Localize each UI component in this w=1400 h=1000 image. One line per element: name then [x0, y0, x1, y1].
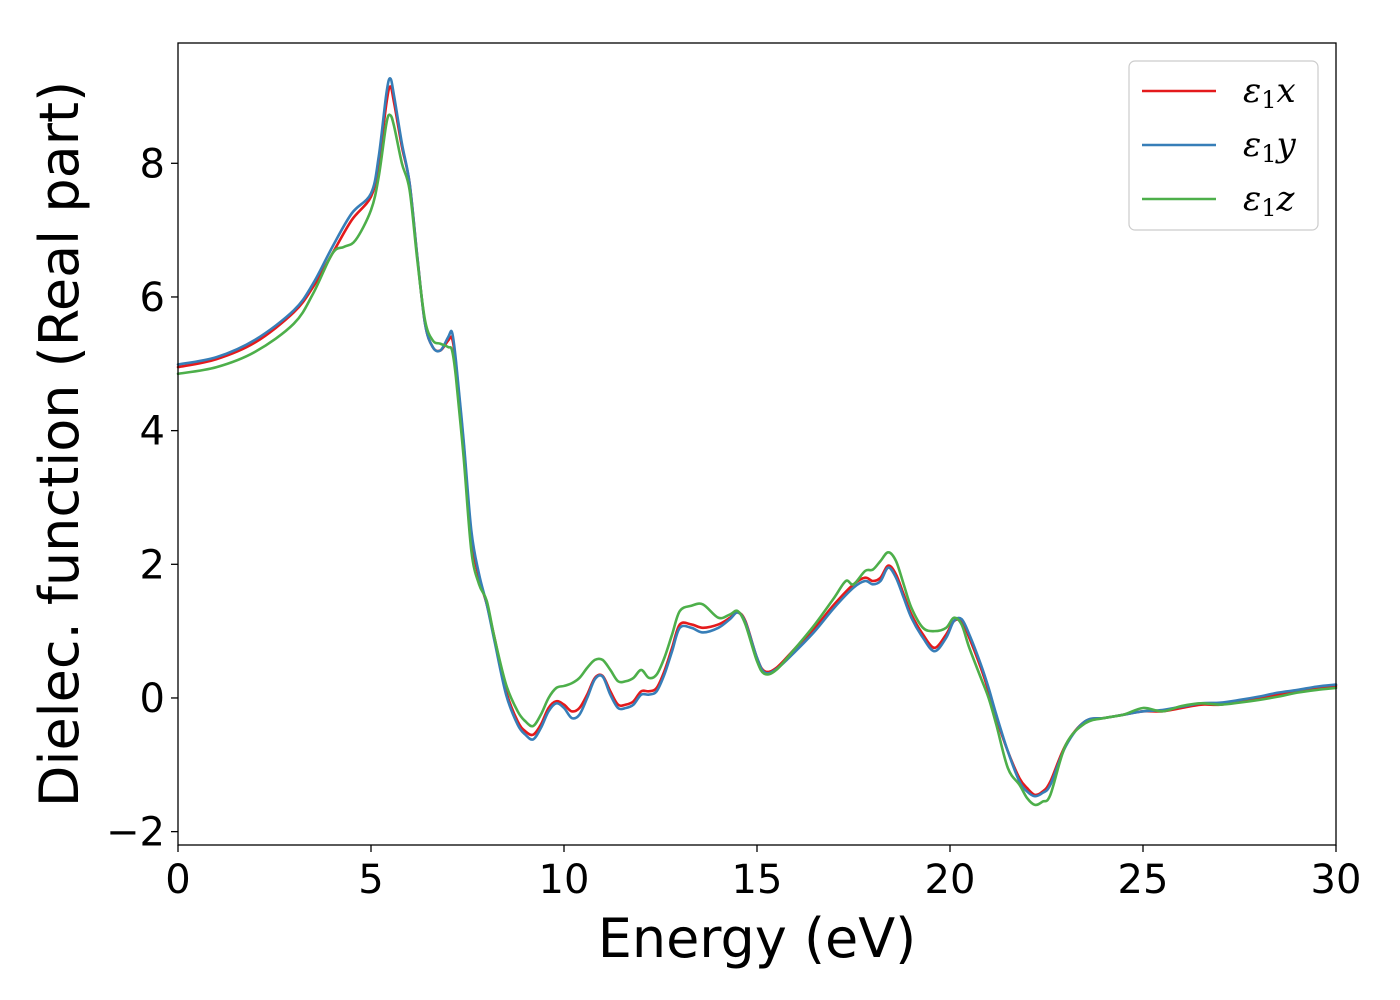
legend-box [1128, 60, 1319, 231]
legend: ε1x ε1y ε1z [1128, 60, 1319, 231]
x-axis-title: Energy (eV) [598, 907, 917, 970]
x-tick-label: 10 [539, 857, 590, 903]
y-tick-label: 8 [140, 141, 165, 187]
y-tick-label: 4 [140, 409, 165, 455]
x-tick-label: 15 [732, 857, 783, 903]
legend-label-y: ε1y [1243, 125, 1297, 168]
plot-frame [177, 42, 1337, 846]
legend-label-x: ε1x [1243, 71, 1296, 114]
x-tick-label: 0 [165, 857, 190, 903]
y-tick-label: 6 [140, 275, 165, 321]
x-tick-label: 30 [1311, 857, 1362, 903]
y-tick-label: −2 [106, 810, 165, 856]
series-line-z [176, 113, 1338, 807]
series-line-y [176, 77, 1338, 798]
legend-label-z: ε1z [1243, 179, 1296, 222]
y-tick-label: 2 [140, 542, 165, 588]
series-layer [176, 77, 1338, 807]
y-axis-title: Dielec. function (Real part) [28, 81, 91, 807]
legend-entries: ε1x ε1y ε1z [1142, 71, 1297, 222]
x-tick-label: 5 [358, 857, 383, 903]
x-tick-label: 25 [1118, 857, 1169, 903]
x-tick-label: 20 [925, 857, 976, 903]
y-tick-label: 0 [140, 676, 165, 722]
